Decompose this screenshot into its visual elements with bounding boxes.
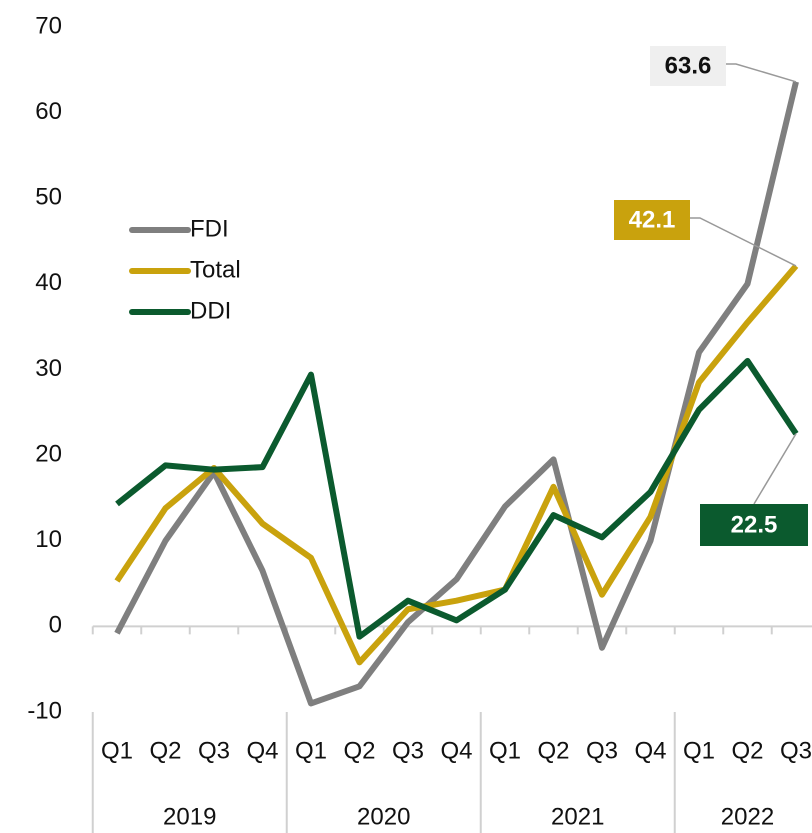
series-line <box>114 263 799 666</box>
y-tick-label: 20 <box>35 440 62 467</box>
legend-label: FDI <box>190 215 229 242</box>
series-line <box>115 357 799 640</box>
x-tick-label: Q2 <box>343 737 375 764</box>
x-tick-label: Q4 <box>440 737 472 764</box>
x-tick-label: Q2 <box>537 737 569 764</box>
x-tick-label: Q4 <box>246 737 278 764</box>
y-tick-label: -10 <box>27 697 62 724</box>
callout-leader <box>753 433 797 505</box>
callout-box <box>650 46 726 86</box>
y-tick-label: 50 <box>35 184 62 211</box>
callout-box <box>614 200 690 240</box>
x-tick-label: Q4 <box>634 737 666 764</box>
y-tick-label: 30 <box>35 355 62 382</box>
group-label: 2022 <box>721 803 774 830</box>
group-label: 2021 <box>551 803 604 830</box>
x-tick-label: Q3 <box>392 737 424 764</box>
callout-leader <box>726 63 797 83</box>
y-tick-label: 40 <box>35 269 62 296</box>
data-label: 22.5 <box>731 511 778 538</box>
y-tick-label: 10 <box>35 526 62 553</box>
x-tick-label: Q2 <box>149 737 181 764</box>
y-tick-label: 0 <box>49 612 62 639</box>
x-tick-label: Q3 <box>586 737 618 764</box>
x-tick-label: Q1 <box>295 737 327 764</box>
group-label: 2019 <box>163 803 216 830</box>
x-tick-label: Q1 <box>683 737 715 764</box>
data-label: 42.1 <box>629 206 676 233</box>
x-tick-label: Q3 <box>780 737 812 764</box>
x-tick-label: Q2 <box>731 737 763 764</box>
legend-label: Total <box>190 256 241 283</box>
x-tick-label: Q1 <box>489 737 521 764</box>
y-tick-label: 60 <box>35 98 62 125</box>
legend-label: DDI <box>190 297 231 324</box>
y-tick-label: 70 <box>35 12 62 39</box>
x-tick-label: Q3 <box>198 737 230 764</box>
data-label: 63.6 <box>665 52 712 79</box>
x-tick-label: Q1 <box>101 737 133 764</box>
callout-leader <box>690 217 797 267</box>
callout-box <box>700 504 808 546</box>
series-line <box>114 81 799 707</box>
group-label: 2020 <box>357 803 410 830</box>
